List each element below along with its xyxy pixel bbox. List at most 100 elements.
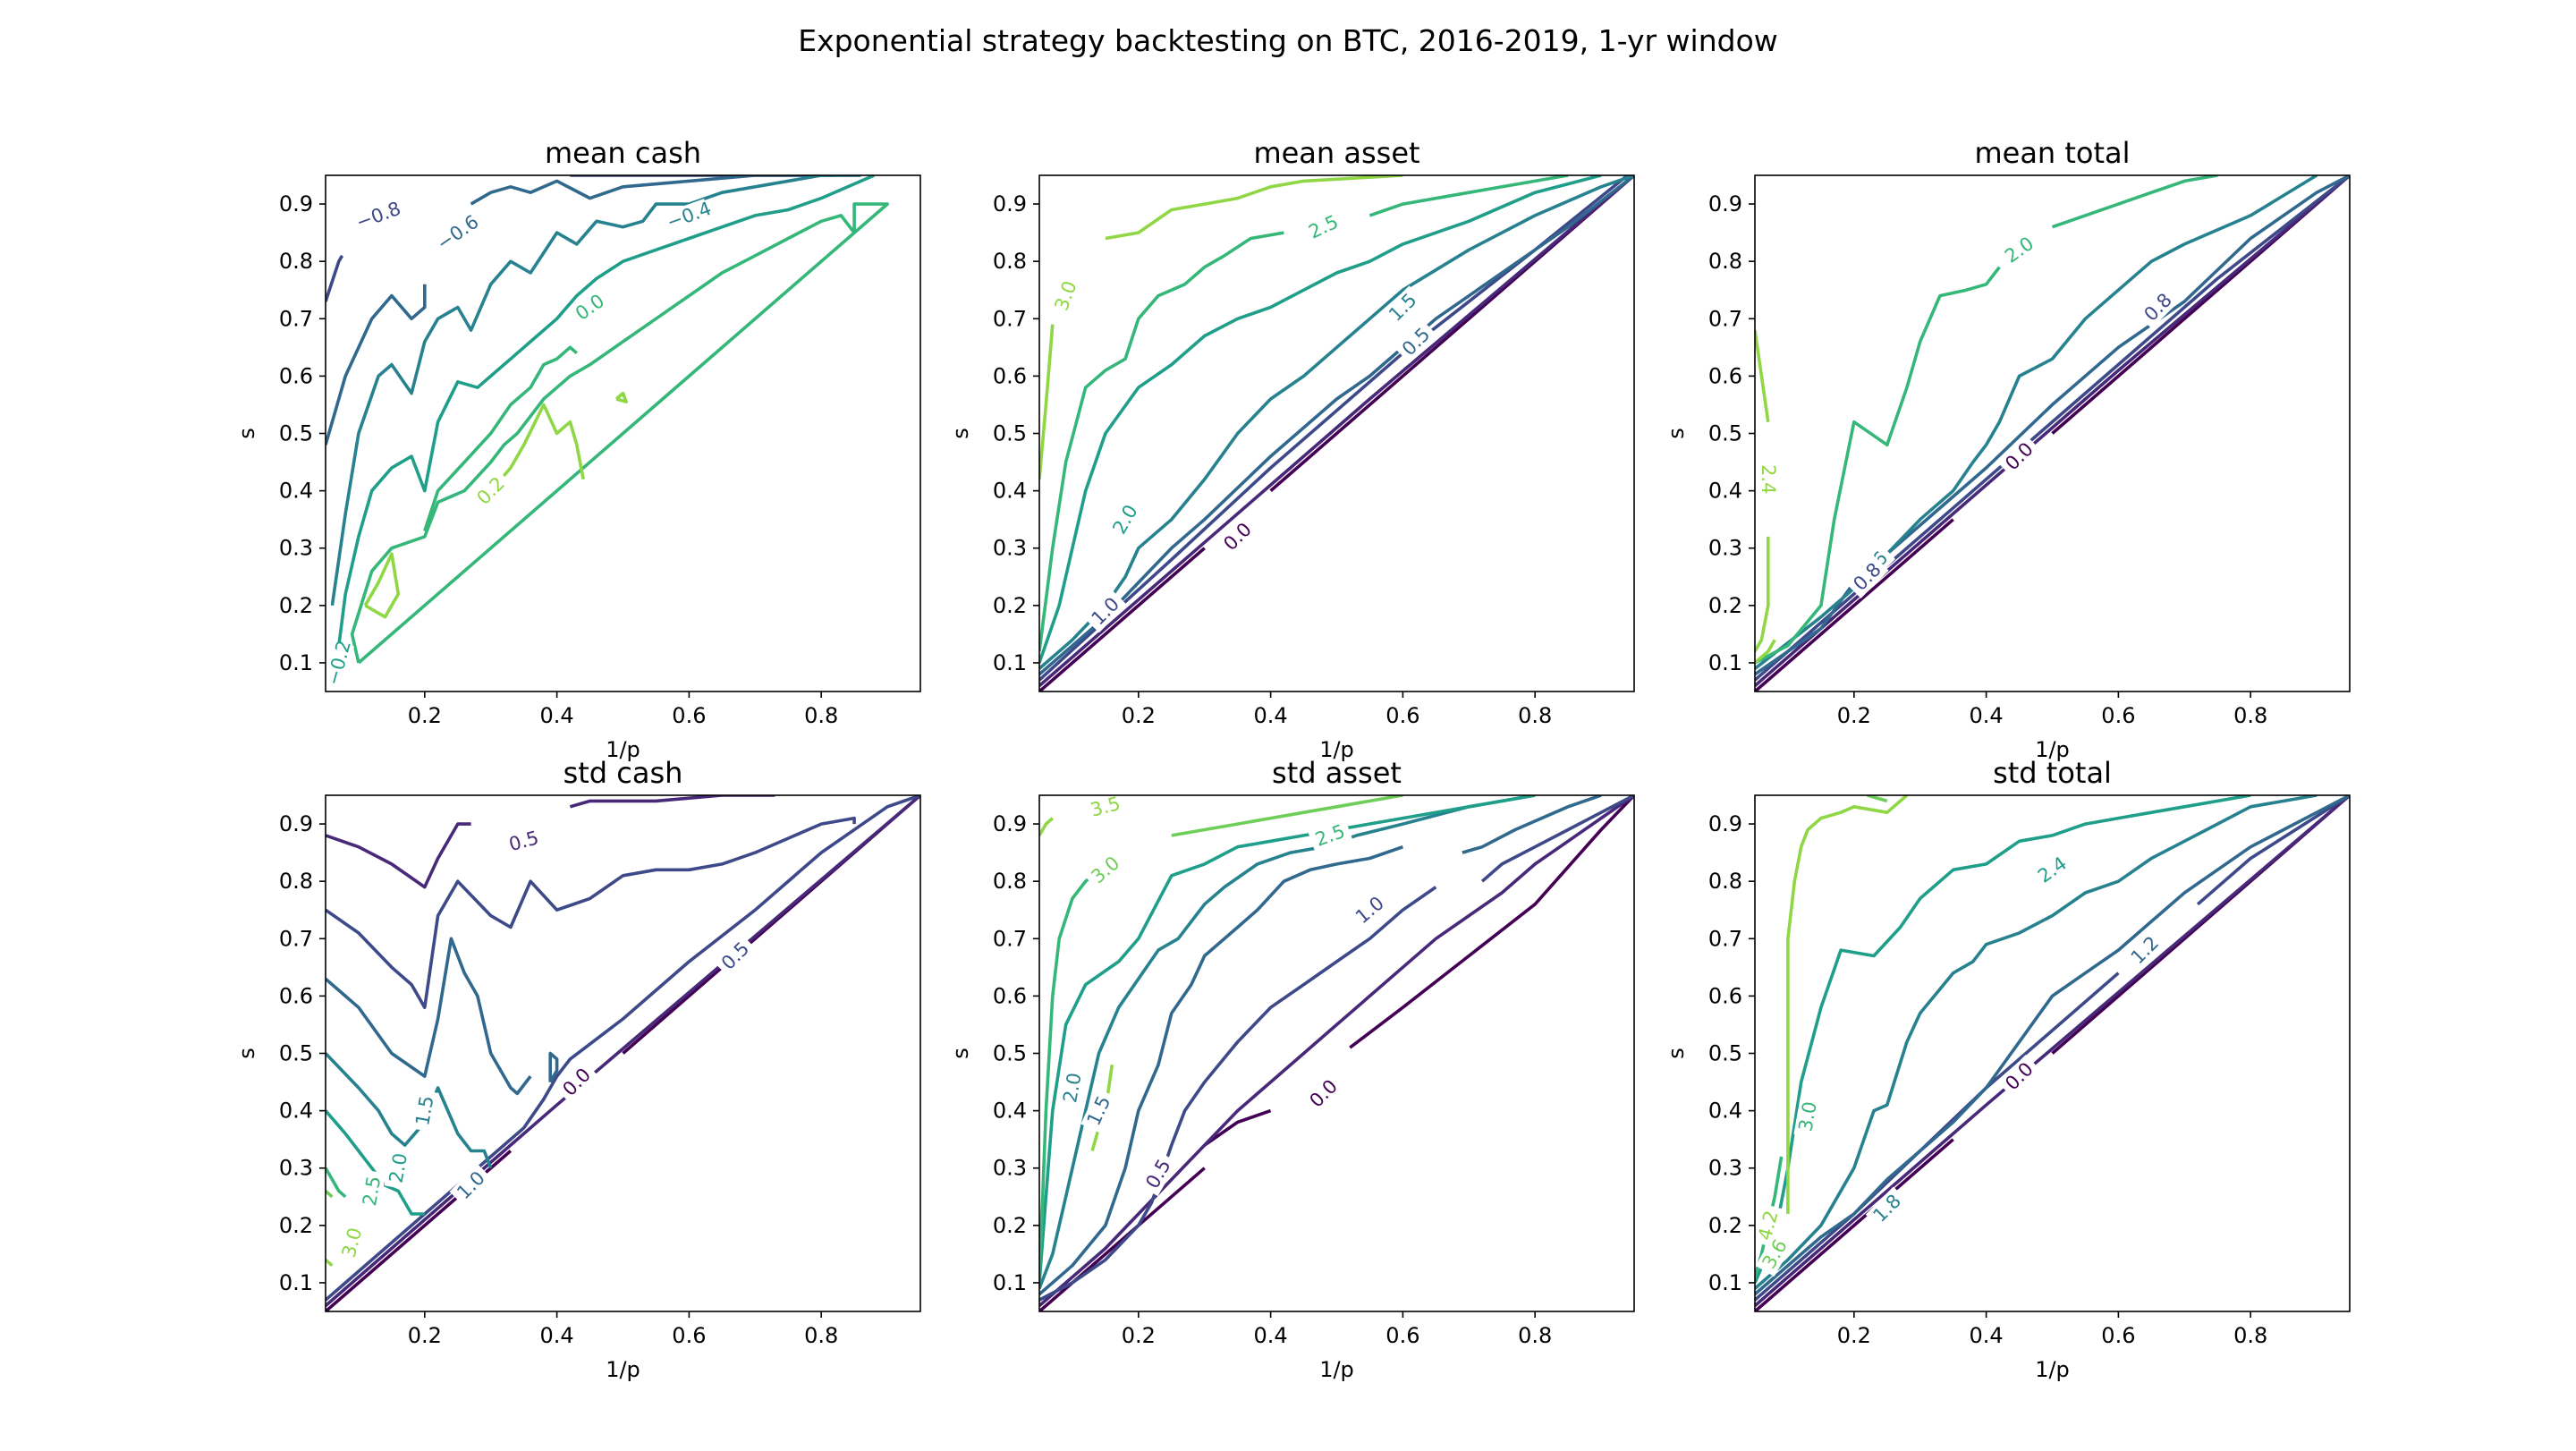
y-tick-label: 0.4 bbox=[993, 1099, 1027, 1124]
contour-line bbox=[569, 795, 775, 809]
contour-line bbox=[337, 175, 876, 646]
y-tick-label: 0.6 bbox=[279, 363, 313, 388]
y-axis-label: s bbox=[948, 428, 973, 439]
contour-label: 2.5 bbox=[359, 1175, 385, 1208]
x-tick-label: 0.6 bbox=[1385, 703, 1419, 728]
y-tick-label: 0.2 bbox=[1708, 593, 1742, 618]
contour-line bbox=[1462, 795, 1602, 854]
y-tick-label: 0.8 bbox=[279, 249, 313, 274]
y-axis-label: s bbox=[234, 428, 259, 439]
contour-line bbox=[326, 284, 427, 445]
y-tick-label: 0.2 bbox=[1708, 1213, 1742, 1238]
contour-label-gap bbox=[469, 469, 513, 513]
y-tick-label: 0.8 bbox=[1708, 249, 1742, 274]
y-tick-label: 0.3 bbox=[993, 536, 1027, 561]
x-axis-label: 1/p bbox=[606, 1357, 640, 1382]
y-tick-label: 0.3 bbox=[279, 536, 313, 561]
contour-label-gap bbox=[449, 1163, 493, 1207]
contour-line bbox=[1039, 175, 1634, 676]
y-tick-label: 0.1 bbox=[279, 1270, 313, 1295]
contour-label-gap bbox=[1106, 496, 1145, 542]
contour-label-gap bbox=[435, 212, 480, 253]
y-tick-label: 0.4 bbox=[279, 1099, 313, 1124]
contour-label-gap bbox=[567, 287, 613, 327]
contour-line bbox=[326, 816, 856, 1009]
contour-label-gap bbox=[358, 1169, 386, 1213]
x-tick-label: 0.2 bbox=[1122, 1323, 1156, 1348]
y-tick-label: 0.5 bbox=[279, 421, 313, 446]
contour-line bbox=[1755, 795, 2350, 1307]
y-tick-label: 0.2 bbox=[993, 1213, 1027, 1238]
x-tick-label: 0.6 bbox=[2101, 1323, 2135, 1348]
contour-line bbox=[1039, 817, 1054, 836]
contour-line bbox=[1349, 795, 1634, 1049]
subplot-mean-asset: 3.02.52.01.51.00.50.00.2 0.4 0.6 0.80.10.20… bbox=[948, 136, 1635, 762]
contour-label-gap bbox=[1083, 849, 1128, 891]
y-tick-label: 0.1 bbox=[993, 1270, 1027, 1295]
x-tick-label: 0.8 bbox=[1518, 703, 1552, 728]
contour-line bbox=[1039, 1167, 1206, 1311]
y-axis-label: s bbox=[1664, 428, 1689, 439]
x-axis-label: 1/p bbox=[2035, 737, 2070, 762]
x-tick-label: 0.6 bbox=[672, 703, 706, 728]
y-tick-label: 0.7 bbox=[993, 306, 1027, 331]
contour-line bbox=[1755, 795, 2318, 1290]
contour-line bbox=[1867, 795, 1888, 803]
contour-line bbox=[2051, 175, 2218, 229]
y-tick-label: 0.6 bbox=[993, 983, 1027, 1008]
contour-line bbox=[326, 822, 471, 889]
contour-label-gap bbox=[336, 1220, 368, 1265]
y-tick-label: 0.7 bbox=[1708, 306, 1742, 331]
contour-label-gap bbox=[1058, 1066, 1087, 1109]
contour-line bbox=[1039, 795, 1536, 1284]
x-tick-label: 0.2 bbox=[408, 1323, 442, 1348]
contour-line bbox=[1039, 844, 1403, 1296]
y-tick-label: 0.4 bbox=[279, 479, 313, 504]
contour-line bbox=[1039, 175, 1634, 687]
contour-line bbox=[1203, 1108, 1272, 1147]
x-tick-label: 0.6 bbox=[2101, 703, 2135, 728]
y-tick-label: 0.1 bbox=[993, 650, 1027, 675]
contour-line bbox=[1039, 795, 1634, 1307]
contour-line bbox=[1039, 996, 1055, 1272]
subplot-title: std asset bbox=[1272, 756, 1402, 790]
contour-label-gap bbox=[1216, 514, 1259, 558]
contour-label-gap bbox=[1997, 435, 2041, 479]
x-tick-label: 0.2 bbox=[1837, 1323, 1871, 1348]
contour-label-gap bbox=[714, 934, 758, 978]
x-axis-label: 1/p bbox=[1319, 737, 1354, 762]
contour-label-gap bbox=[1865, 1186, 1909, 1230]
contour-line bbox=[1039, 547, 1206, 692]
contour-line bbox=[363, 552, 401, 619]
subplots: −0.8 −0.6 −0.40.00.2−0.20.2 0.4 0.6 0.80.10.2… bbox=[234, 136, 2351, 1382]
contour-label-gap bbox=[502, 826, 547, 857]
contour-label: 2.0 bbox=[1059, 1071, 1085, 1104]
y-tick-label: 0.9 bbox=[993, 191, 1027, 216]
x-tick-label: 0.4 bbox=[540, 703, 574, 728]
x-tick-label: 0.6 bbox=[672, 1323, 706, 1348]
contour-line bbox=[614, 391, 628, 403]
contour-line bbox=[326, 795, 920, 1302]
y-tick-label: 0.2 bbox=[993, 593, 1027, 618]
contour-line bbox=[1755, 536, 1770, 653]
contour-line bbox=[1755, 329, 1770, 422]
contour-label-gap bbox=[1301, 1072, 1345, 1116]
y-axis-label: s bbox=[234, 1048, 259, 1059]
contour-line bbox=[326, 254, 344, 302]
y-tick-label: 0.3 bbox=[279, 1156, 313, 1181]
contour-line bbox=[1039, 175, 1602, 664]
x-tick-label: 0.8 bbox=[1518, 1323, 1552, 1348]
subplot-std-cash: 0.50.50.01.52.02.53.01.00.2 0.4 0.6 0.80.10… bbox=[234, 756, 921, 1382]
x-tick-label: 0.8 bbox=[2233, 1323, 2267, 1348]
contour-label-gap bbox=[356, 199, 401, 233]
y-tick-label: 0.4 bbox=[1708, 1099, 1742, 1124]
y-tick-label: 0.3 bbox=[993, 1156, 1027, 1181]
y-tick-label: 0.5 bbox=[1708, 421, 1742, 446]
contour-label-gap bbox=[1755, 1231, 1794, 1277]
subplot-std-asset: 3.53.02.52.01.51.00.50.00.2 0.4 0.6 0.80.10… bbox=[948, 756, 1635, 1382]
y-tick-label: 0.3 bbox=[1708, 1156, 1742, 1181]
x-axis-label: 1/p bbox=[606, 737, 640, 762]
x-axis-label: 1/p bbox=[2035, 1357, 2070, 1382]
contour-line bbox=[350, 202, 889, 665]
